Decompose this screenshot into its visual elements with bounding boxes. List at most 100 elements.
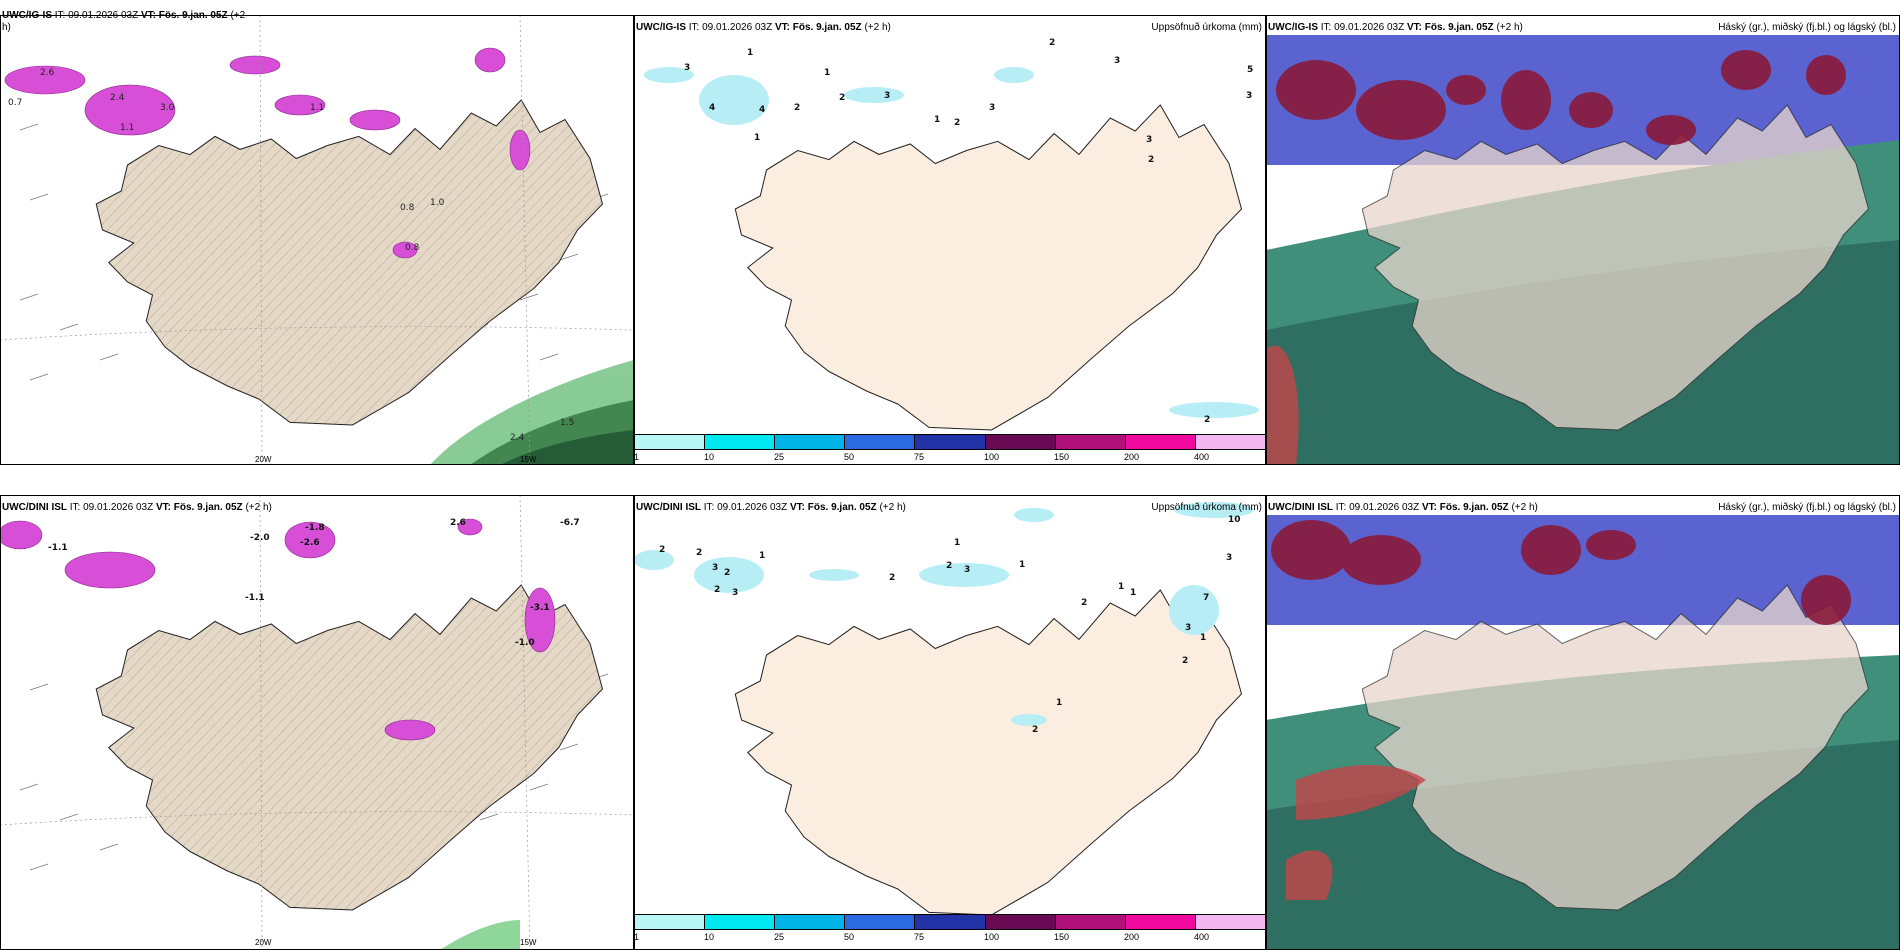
colorbar-seg-3 xyxy=(775,915,846,929)
svg-text:3: 3 xyxy=(732,588,738,598)
map-canvas: 2.6 0.7 2.4 3.0 1.1 1.1 0.8 0.8 1.5 2.4 1.0 xyxy=(0,14,634,465)
panel-top-middle-precip-map: 3 1 4 4 1 1 2 2 3 1 2 3 2 3 5 3 3 2 2 UWC/IG-IS IT: 09… xyxy=(634,0,1266,465)
svg-text:1: 1 xyxy=(1019,560,1025,570)
svg-text:1: 1 xyxy=(747,48,753,58)
grid-label-lon15: 15W xyxy=(520,938,537,947)
svg-text:2.4: 2.4 xyxy=(110,93,125,103)
svg-text:3: 3 xyxy=(1226,553,1232,563)
map-canvas: 3 1 4 4 1 1 2 2 3 1 2 3 2 3 5 3 3 2 2 xyxy=(634,15,1266,433)
colorbar-seg-3 xyxy=(775,435,846,449)
panel-title-continued: h) xyxy=(2,22,11,33)
svg-text:2: 2 xyxy=(839,93,845,103)
svg-text:3: 3 xyxy=(1146,135,1152,145)
svg-text:3: 3 xyxy=(1246,91,1252,101)
svg-text:4: 4 xyxy=(759,105,765,115)
colorbar-seg-6 xyxy=(985,435,1056,449)
svg-text:3.0: 3.0 xyxy=(160,103,175,113)
colorbar-seg-2 xyxy=(705,915,776,929)
svg-text:2: 2 xyxy=(1182,656,1188,666)
panel-title: UWC/IG-IS IT: 09.01.2026 03Z VT: Fös. 9.… xyxy=(2,10,246,21)
svg-text:1: 1 xyxy=(934,115,940,125)
svg-text:2: 2 xyxy=(1081,598,1087,608)
colorbar-seg-9 xyxy=(1195,435,1265,449)
colorbar-ticks: 1 10 25 50 75 100 150 200 400 xyxy=(634,932,1210,942)
svg-text:-3.1: -3.1 xyxy=(530,603,550,613)
panel-top-left-temperature-map: 2.6 0.7 2.4 3.0 1.1 1.1 0.8 0.8 1.5 2.4 1.0 UWC… xyxy=(0,0,634,465)
svg-text:1.1: 1.1 xyxy=(120,123,134,133)
svg-text:2: 2 xyxy=(696,548,702,558)
colorbar-seg-1 xyxy=(635,915,706,929)
colorbar-seg-4 xyxy=(845,435,916,449)
svg-text:-6.7: -6.7 xyxy=(560,518,580,528)
svg-text:2: 2 xyxy=(1032,725,1038,735)
svg-text:3: 3 xyxy=(712,563,718,573)
svg-text:1: 1 xyxy=(759,551,765,561)
svg-text:2: 2 xyxy=(1204,415,1210,425)
colorbar-seg-4 xyxy=(845,915,916,929)
svg-text:5: 5 xyxy=(1247,65,1253,75)
map-canvas xyxy=(1266,35,1900,465)
light-precip-areas xyxy=(644,67,1259,418)
snow-areas xyxy=(4,47,531,259)
svg-text:2.6: 2.6 xyxy=(40,68,55,78)
colorbar-seg-9 xyxy=(1195,915,1265,929)
grid-label-lon20: 20W xyxy=(255,455,272,464)
svg-text:1: 1 xyxy=(754,133,760,143)
grid-label-lon20: 20W xyxy=(255,938,272,947)
svg-text:1: 1 xyxy=(824,68,830,78)
svg-text:7: 7 xyxy=(1203,593,1209,603)
colorbar-ticks: 1 10 25 50 75 100 150 200 400 xyxy=(634,452,1210,462)
svg-text:3: 3 xyxy=(989,103,995,113)
svg-text:2: 2 xyxy=(659,545,665,555)
grid-label-lon15: 15W xyxy=(520,455,537,464)
panel-bottom-right-cloud-map: UWC/DINI ISL IT: 09.01.2026 03Z VT: Fös.… xyxy=(1266,480,1900,950)
precip-colorbar xyxy=(634,914,1266,930)
colorbar-seg-8 xyxy=(1125,915,1196,929)
svg-text:3: 3 xyxy=(1114,56,1120,66)
svg-text:1: 1 xyxy=(1056,698,1062,708)
svg-text:1: 1 xyxy=(1130,588,1136,598)
svg-text:2: 2 xyxy=(1148,155,1154,165)
svg-text:3: 3 xyxy=(964,565,970,575)
svg-text:-2.6: -2.6 xyxy=(300,538,320,548)
panel-title: UWC/IG-IS IT: 09.01.2026 03Z VT: Fös. 9.… xyxy=(1268,22,1523,33)
svg-text:-1.1: -1.1 xyxy=(48,543,68,553)
colorbar-seg-2 xyxy=(705,435,776,449)
svg-text:1.0: 1.0 xyxy=(430,198,445,208)
svg-text:3: 3 xyxy=(884,91,890,101)
svg-text:3: 3 xyxy=(684,63,690,73)
colorbar-seg-8 xyxy=(1125,435,1196,449)
svg-text:-1.8: -1.8 xyxy=(305,523,325,533)
svg-text:0.7: 0.7 xyxy=(8,98,22,108)
colorbar-seg-6 xyxy=(985,915,1056,929)
panel-title: UWC/DINI ISL IT: 09.01.2026 03Z VT: Fös.… xyxy=(636,502,906,513)
panel-title: UWC/IG-IS IT: 09.01.2026 03Z VT: Fös. 9.… xyxy=(636,22,891,33)
map-canvas xyxy=(1266,515,1900,950)
svg-text:-2.0: -2.0 xyxy=(250,533,270,543)
precip-colorbar xyxy=(634,434,1266,450)
high-cloud-areas xyxy=(1276,50,1846,145)
svg-text:1: 1 xyxy=(954,538,960,548)
panel-title: UWC/DINI ISL IT: 09.01.2026 03Z VT: Fös.… xyxy=(2,502,272,513)
panel-field-label: Uppsöfnuð úrkoma (mm) xyxy=(1151,502,1262,513)
svg-text:4: 4 xyxy=(709,103,715,113)
panel-top-right-cloud-map: UWC/IG-IS IT: 09.01.2026 03Z VT: Fös. 9.… xyxy=(1266,0,1900,465)
svg-text:-1.0: -1.0 xyxy=(515,638,535,648)
svg-text:2: 2 xyxy=(794,103,800,113)
svg-text:1.1: 1.1 xyxy=(310,103,324,113)
svg-text:1.5: 1.5 xyxy=(560,418,574,428)
svg-text:2.4: 2.4 xyxy=(510,433,525,443)
svg-text:3: 3 xyxy=(1185,623,1191,633)
svg-text:2: 2 xyxy=(889,573,895,583)
colorbar-seg-7 xyxy=(1055,435,1126,449)
colorbar-seg-5 xyxy=(915,915,986,929)
panel-field-label: Uppsöfnuð úrkoma (mm) xyxy=(1151,22,1262,33)
svg-text:0.8: 0.8 xyxy=(400,203,415,213)
colorbar-seg-7 xyxy=(1055,915,1126,929)
colorbar-seg-1 xyxy=(635,435,706,449)
panel-bottom-left-temperature-map: -6.7 -1.8 -2.6 -2.0 -1.1 -3.1 -1.0 -1.1 2.6 UW… xyxy=(0,480,634,950)
svg-text:2: 2 xyxy=(1049,38,1055,48)
svg-text:2: 2 xyxy=(714,585,720,595)
panel-field-label: Háský (gr.), miðský (fj.bl.) og lágský (… xyxy=(1718,22,1896,33)
